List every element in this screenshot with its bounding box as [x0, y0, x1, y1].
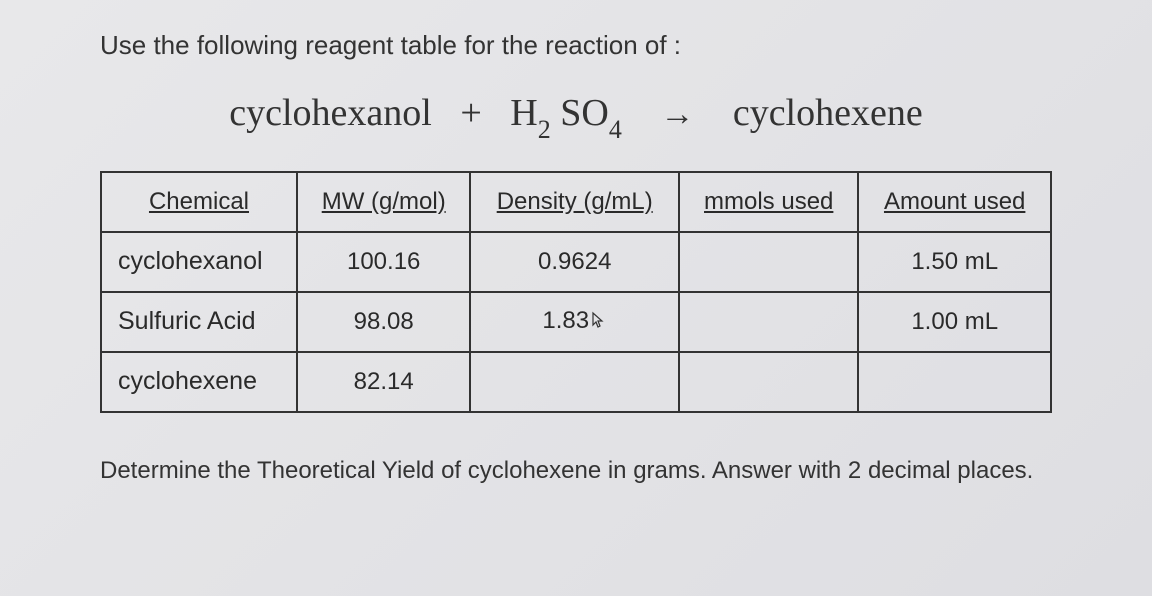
header-chemical: Chemical [101, 172, 297, 232]
product: cyclohexene [733, 92, 923, 134]
arrow: → [660, 96, 694, 133]
header-density: Density (g/mL) [470, 172, 679, 232]
cell-mmols [679, 292, 858, 352]
table-row: cyclohexene 82.14 [101, 352, 1051, 412]
table-row: cyclohexanol 100.16 0.9624 1.50 mL [101, 232, 1051, 292]
intro-text: Use the following reagent table for the … [100, 30, 1052, 61]
cell-chemical: cyclohexene [101, 352, 297, 412]
cell-mmols [679, 352, 858, 412]
header-mmols: mmols used [679, 172, 858, 232]
reaction-equation: cyclohexanol + H2 SO4 → cyclohexene [100, 91, 1052, 141]
table-header-row: Chemical MW (g/mol) Density (g/mL) mmols… [101, 172, 1051, 232]
cell-mw: 82.14 [297, 352, 470, 412]
reactant1: cyclohexanol [229, 92, 432, 134]
cell-chemical: Sulfuric Acid [101, 292, 297, 352]
table-body: cyclohexanol 100.16 0.9624 1.50 mL Sulfu… [101, 232, 1051, 412]
question-text: Determine the Theoretical Yield of cyclo… [100, 453, 1052, 489]
cell-amount: 1.00 mL [858, 292, 1051, 352]
cell-density [470, 352, 679, 412]
header-mw: MW (g/mol) [297, 172, 470, 232]
cell-density: 0.9624 [470, 232, 679, 292]
cell-mw: 100.16 [297, 232, 470, 292]
reactant2: H2 SO4 [510, 92, 622, 134]
cell-chemical: cyclohexanol [101, 232, 297, 292]
plus-sign: + [460, 92, 481, 134]
cell-mw: 98.08 [297, 292, 470, 352]
cell-amount: 1.50 mL [858, 232, 1051, 292]
cursor-icon [591, 308, 607, 336]
cell-mmols [679, 232, 858, 292]
cell-amount [858, 352, 1051, 412]
cell-density: 1.83 [470, 292, 679, 352]
table-row: Sulfuric Acid 98.08 1.83 1.00 mL [101, 292, 1051, 352]
reagent-table: Chemical MW (g/mol) Density (g/mL) mmols… [100, 171, 1052, 413]
header-amount: Amount used [858, 172, 1051, 232]
